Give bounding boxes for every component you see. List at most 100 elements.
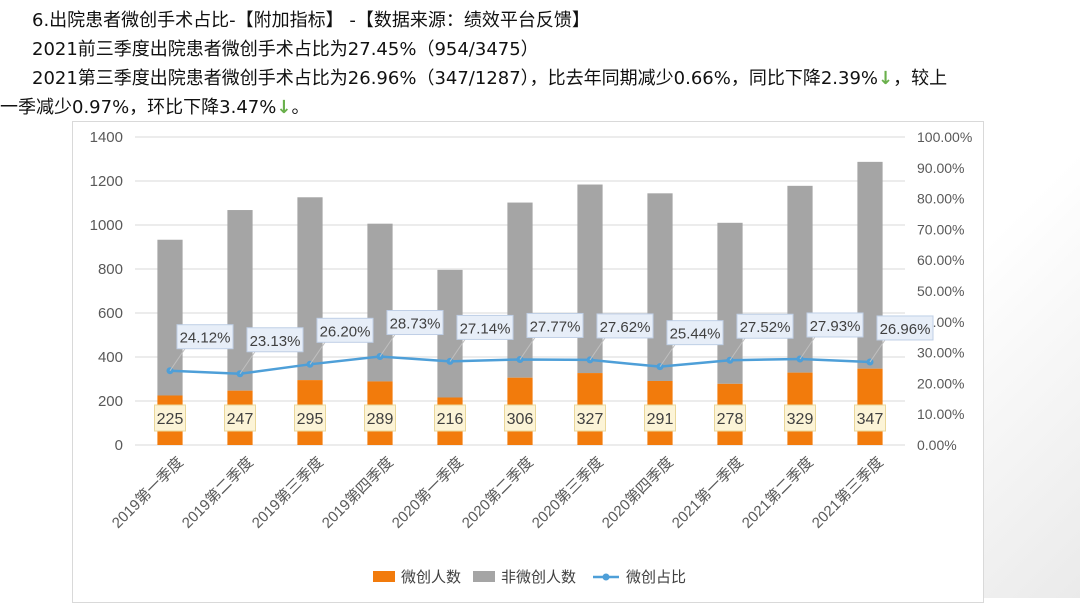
y-left-tick-label: 400 [98, 349, 123, 366]
y-right-tick-label: 10.00% [917, 406, 964, 422]
legend-label: 微创占比 [626, 569, 686, 586]
line-data-label-box [246, 327, 304, 353]
bar-non-minimally-invasive [227, 210, 253, 391]
x-category-label: 2020第一季度 [388, 453, 467, 532]
legend-label: 非微创人数 [501, 569, 576, 586]
heading-detail-line: 2021第三季度出院患者微创手术占比为26.96%（347/1287），比去年同… [0, 64, 1080, 93]
bar-data-label-box [574, 404, 606, 432]
x-category-label: 2020第三季度 [528, 453, 607, 532]
line-data-label-box [666, 320, 724, 346]
line-ratio-point [446, 357, 454, 365]
line-data-label-box [876, 315, 934, 341]
bar-data-label-box [714, 404, 746, 432]
y-right-tick-label: 20.00% [917, 375, 964, 391]
x-category-label: 2019第二季度 [178, 453, 257, 532]
y-right-tick-label: 100.00% [917, 129, 972, 145]
line-data-label-box [526, 312, 584, 338]
bar-data-label: 291 [647, 411, 674, 428]
line-data-label: 27.62% [600, 319, 651, 336]
bar-data-label: 289 [367, 411, 394, 428]
heading-detail-tail: ，较上 [893, 68, 948, 89]
x-category-label: 2020第四季度 [598, 453, 677, 532]
y-left-tick-label: 1000 [90, 217, 123, 234]
y-right-tick-label: 90.00% [917, 160, 964, 176]
bar-data-label: 295 [297, 411, 324, 428]
y-left-tick-label: 0 [115, 437, 123, 454]
line-data-label: 23.13% [250, 333, 301, 350]
y-left-tick-label: 800 [98, 261, 123, 278]
line-data-label-box [596, 313, 654, 339]
bar-data-label-box [644, 404, 676, 432]
line-data-label: 27.52% [740, 319, 791, 336]
line-data-label-box [386, 310, 444, 336]
heading-block: 6.出院患者微创手术占比-【附加指标】 -【数据来源：绩效平台反馈】 2021前… [0, 6, 1080, 122]
line-data-label-box [736, 313, 794, 339]
legend-line-ratio-marker [602, 573, 610, 581]
bar-data-label: 225 [157, 411, 184, 428]
y-left-tick-label: 600 [98, 305, 123, 322]
bar-non-minimally-invasive [647, 193, 673, 381]
line-label-leader [869, 339, 886, 363]
line-label-leader [799, 336, 816, 360]
y-left-tick-label: 200 [98, 393, 123, 410]
line-label-leader [519, 337, 536, 360]
x-category-label: 2021第二季度 [738, 453, 817, 532]
line-label-leader [309, 342, 326, 365]
line-data-label: 25.44% [670, 326, 721, 343]
bar-data-label-box [294, 404, 326, 432]
line-label-leader [239, 351, 256, 375]
bar-data-label: 327 [577, 411, 604, 428]
line-label-leader [729, 337, 746, 361]
bar-data-label: 347 [857, 411, 884, 428]
heading-qoq-tail: 。 [291, 97, 310, 118]
bar-data-label-box [434, 404, 466, 432]
bar-data-label-box [784, 404, 816, 432]
down-arrow-icon: ↓ [276, 97, 292, 118]
chart-container: 0 200 400 600 800 1000 1200 1400 0.00% 10.00% 20.0… [72, 121, 984, 603]
x-category-label: 2019第四季度 [318, 453, 397, 532]
bar-data-label-box [504, 404, 536, 432]
bar-non-minimally-invasive [577, 184, 603, 374]
bar-non-minimally-invasive [507, 202, 533, 378]
heading-qoq-text: 一季减少0.97%，环比下降3.47% [0, 97, 277, 118]
heading-qoq-line: 一季减少0.97%，环比下降3.47%↓。 [0, 93, 1080, 122]
x-category-label: 2021第三季度 [808, 453, 887, 532]
bar-data-label: 216 [437, 411, 464, 428]
x-category-label: 2020第二季度 [458, 453, 537, 532]
x-category-label: 2019第三季度 [248, 453, 327, 532]
y-left-tick-label: 1200 [90, 173, 123, 190]
line-data-label: 26.20% [320, 323, 371, 340]
heading-summary-line: 2021前三季度出院患者微创手术占比为27.45%（954/3475） [32, 39, 539, 60]
y-right-tick-label: 70.00% [917, 221, 964, 237]
y-right-tick-label: 30.00% [917, 345, 964, 361]
bar-data-label-box [364, 404, 396, 432]
bar-data-label: 306 [507, 411, 534, 428]
x-category-label: 2019第一季度 [108, 453, 187, 532]
line-data-label-box [176, 324, 234, 350]
line-data-label: 24.12% [180, 330, 231, 347]
y-right-tick-label: 50.00% [917, 283, 964, 299]
line-data-label: 26.96% [880, 321, 931, 338]
combo-chart: 0 200 400 600 800 1000 1200 1400 0.00% 10.00% 20.0… [90, 129, 973, 586]
bar-non-minimally-invasive [297, 197, 323, 381]
y-right-tick-label: 60.00% [917, 252, 964, 268]
legend-label: 微创人数 [401, 569, 461, 586]
y-left-tick-label: 1400 [90, 129, 123, 146]
line-data-label: 27.77% [530, 318, 581, 335]
bar-data-label: 247 [227, 411, 254, 428]
x-category-label: 2021第一季度 [668, 453, 747, 532]
bar-data-label-box [224, 404, 256, 432]
legend-swatch-minimally-invasive [373, 571, 395, 582]
line-label-leader [379, 334, 396, 357]
line-data-label: 27.93% [810, 318, 861, 335]
line-data-label: 28.73% [390, 316, 441, 333]
line-data-label-box [456, 314, 514, 340]
bar-data-label: 329 [787, 411, 814, 428]
line-label-leader [449, 339, 466, 362]
y-right-tick-label: 80.00% [917, 191, 964, 207]
bar-data-label-box [154, 404, 186, 432]
y-right-tick-label: 0.00% [917, 437, 957, 453]
line-ratio-point [586, 356, 594, 364]
line-data-label-box [316, 317, 374, 343]
line-data-label-box [806, 312, 864, 338]
